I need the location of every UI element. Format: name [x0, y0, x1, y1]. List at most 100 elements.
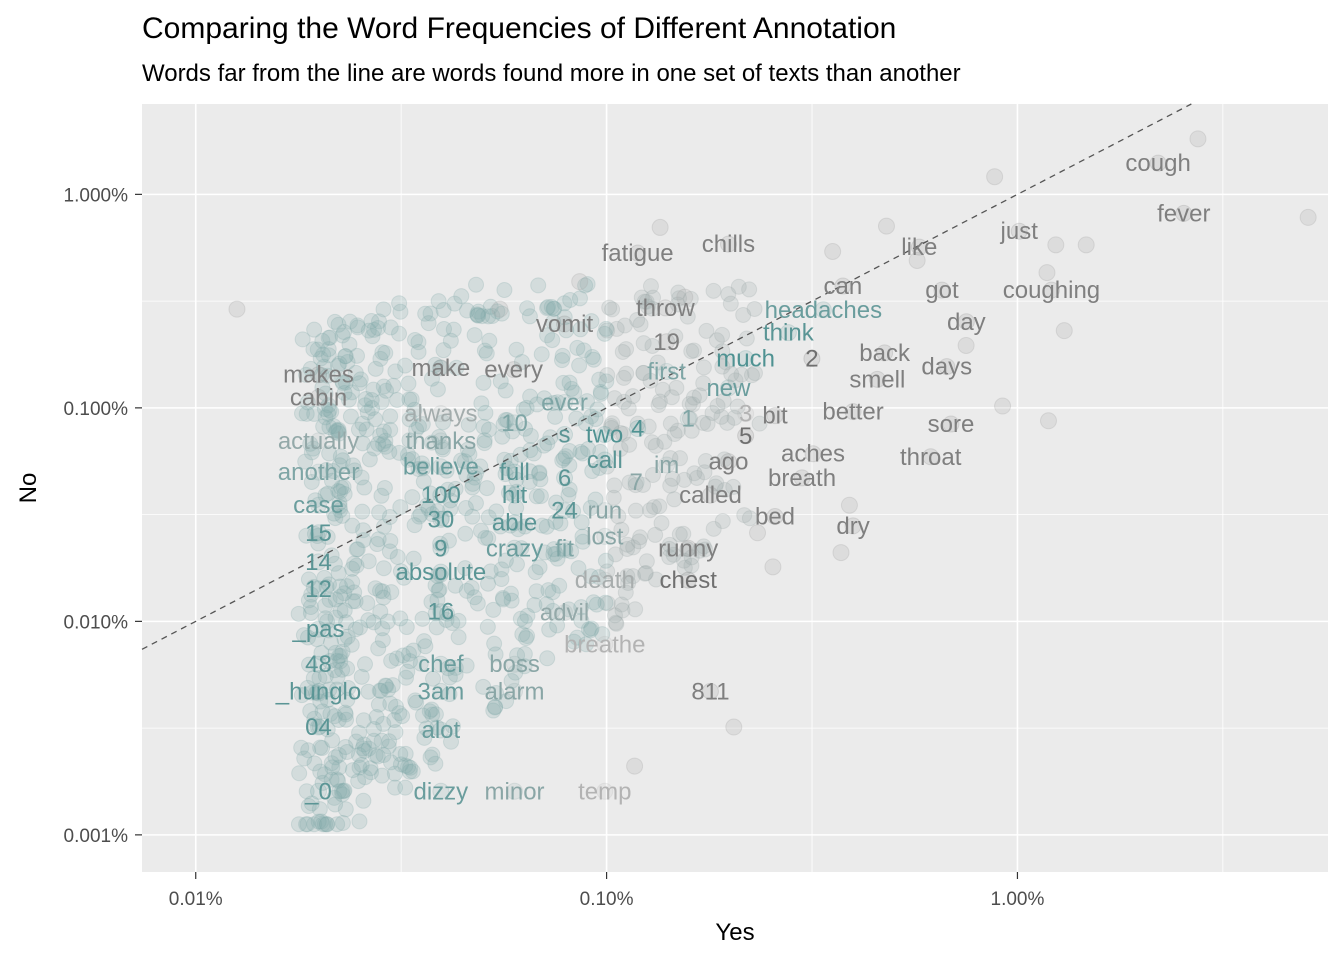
cloud-point	[347, 621, 364, 638]
cloud-point	[427, 356, 444, 373]
cloud-point	[723, 366, 740, 383]
cloud-point	[330, 357, 347, 374]
word-point	[596, 782, 614, 800]
cloud-point	[679, 308, 696, 325]
x-tick-label: 0.01%	[169, 889, 223, 910]
cloud-point	[420, 500, 437, 517]
cloud-point	[327, 749, 344, 766]
cloud-point	[429, 567, 446, 584]
word-point	[432, 682, 450, 700]
cloud-point	[378, 678, 395, 695]
cloud-point	[661, 536, 678, 553]
cloud-point	[588, 596, 605, 613]
cloud-point	[598, 320, 615, 337]
cloud-point	[412, 506, 429, 523]
word-point	[658, 363, 676, 381]
word-point	[310, 655, 328, 673]
cloud-point	[544, 332, 561, 349]
cloud-point	[332, 502, 349, 519]
cloud-point	[400, 446, 417, 463]
cloud-point	[346, 462, 363, 479]
cloud-point	[372, 350, 389, 367]
cloud-point	[607, 546, 624, 563]
word-label: run	[587, 498, 622, 525]
cloud-point	[377, 438, 394, 455]
cloud-point	[318, 579, 335, 596]
data-point	[1039, 412, 1057, 430]
cloud-point	[355, 712, 372, 729]
cloud-point	[495, 416, 512, 433]
cloud-point	[368, 709, 385, 726]
cloud-point	[317, 409, 334, 426]
cloud-point	[344, 593, 361, 610]
cloud-point	[517, 630, 534, 647]
cloud-point	[383, 584, 400, 601]
cloud-point	[571, 357, 588, 374]
cloud-point	[375, 423, 392, 440]
cloud-point	[421, 703, 438, 720]
word-point	[779, 324, 797, 342]
cloud-point	[401, 391, 418, 408]
cloud-point	[298, 816, 315, 833]
cloud-point	[376, 479, 393, 496]
cloud-point	[604, 301, 621, 318]
cloud-point	[608, 320, 625, 337]
cloud-point	[666, 425, 683, 442]
cloud-point	[570, 560, 587, 577]
cloud-point	[336, 486, 353, 503]
data-point	[1055, 322, 1073, 340]
cloud-point	[316, 766, 333, 783]
cloud-point	[621, 474, 638, 491]
cloud-point	[380, 681, 397, 698]
word-point	[556, 539, 574, 557]
word-label: coughing	[1003, 277, 1100, 304]
cloud-point	[738, 330, 755, 347]
word-point	[432, 359, 450, 377]
cloud-point	[444, 615, 461, 632]
cloud-point	[572, 321, 589, 338]
word-point	[432, 405, 450, 423]
cloud-point	[317, 610, 334, 627]
cloud-point	[644, 300, 661, 317]
cloud-point	[547, 545, 564, 562]
cloud-point	[651, 393, 668, 410]
cloud-point	[403, 391, 420, 408]
cloud-point	[580, 441, 597, 458]
cloud-point	[443, 733, 460, 750]
word-point	[310, 463, 328, 481]
cloud-point	[424, 506, 441, 523]
plot-panel	[142, 104, 1328, 872]
cloud-point	[726, 409, 743, 426]
cloud-point	[408, 421, 425, 438]
cloud-point	[401, 411, 418, 428]
cloud-point	[424, 746, 441, 763]
cloud-point	[563, 543, 580, 560]
cloud-point	[435, 414, 452, 431]
cloud-point	[458, 657, 475, 674]
cloud-point	[638, 293, 655, 310]
cloud-point	[516, 645, 533, 662]
cloud-point	[582, 622, 599, 639]
cloud-point	[408, 694, 425, 711]
cloud-point	[386, 765, 403, 782]
cloud-point	[637, 565, 654, 582]
cloud-point	[375, 715, 392, 732]
cloud-point	[668, 379, 685, 396]
cloud-point	[356, 479, 373, 496]
cloud-point	[348, 557, 365, 574]
cloud-point	[457, 500, 474, 517]
word-label: dizzy	[414, 778, 469, 805]
word-label: 16	[427, 599, 454, 626]
cloud-point	[475, 418, 492, 435]
data-point	[877, 217, 895, 235]
cloud-point	[399, 663, 416, 680]
cloud-point	[303, 474, 320, 491]
cloud-point	[353, 469, 370, 486]
cloud-point	[302, 435, 319, 452]
word-point	[658, 333, 676, 351]
cloud-point	[415, 473, 432, 490]
cloud-point	[499, 460, 516, 477]
word-label: makes	[283, 362, 354, 389]
cloud-point	[322, 329, 339, 346]
cloud-point	[331, 647, 348, 664]
